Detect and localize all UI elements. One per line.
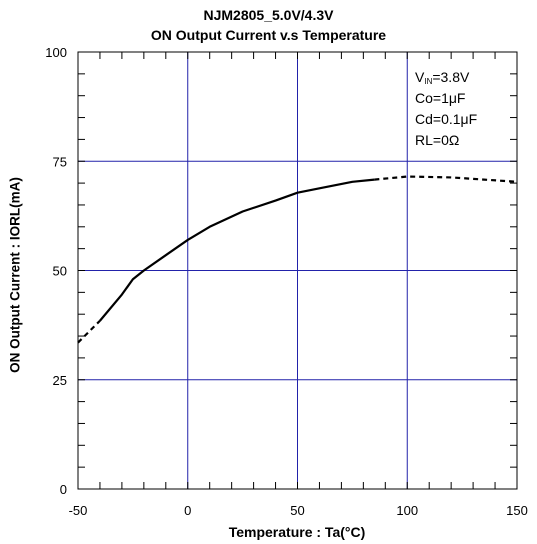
y-tick-label: 75	[53, 154, 67, 169]
plot-frame	[77, 51, 518, 490]
y-tick-label: 50	[53, 264, 67, 279]
series-lines	[77, 175, 518, 344]
y-tick-label: 0	[60, 482, 67, 497]
grid	[78, 52, 517, 489]
y-tick-label: 100	[45, 45, 67, 60]
x-tick-label: 150	[506, 503, 528, 518]
chart-subtitle: ON Output Current v.s Temperature	[150, 27, 387, 43]
y-tick-label: 25	[53, 373, 67, 388]
y-axis-title: ON Output Current : IORL(mA)	[7, 177, 23, 373]
x-tick-label: -50	[69, 503, 88, 518]
x-tick-label: 100	[396, 503, 418, 518]
annotation-line: Cd=0.1μF	[415, 111, 477, 127]
annotation-line: RL=0Ω	[415, 132, 459, 148]
annotation-line: Co=1μF	[415, 90, 465, 106]
axis-ticks	[78, 52, 517, 489]
conditions-annotation: VIN=3.8V Co=1μF Cd=0.1μF RL=0Ω	[415, 69, 477, 148]
x-tick-label: 0	[184, 503, 191, 518]
series-line-0	[77, 319, 101, 344]
x-tick-label: 50	[290, 503, 304, 518]
x-axis-title: Temperature : Ta(°C)	[228, 524, 366, 540]
series-line-1	[99, 178, 375, 322]
annotation-line: VIN=3.8V	[415, 69, 470, 86]
series-line-2	[374, 175, 518, 183]
chart-title: NJM2805_5.0V/4.3V	[203, 7, 334, 23]
